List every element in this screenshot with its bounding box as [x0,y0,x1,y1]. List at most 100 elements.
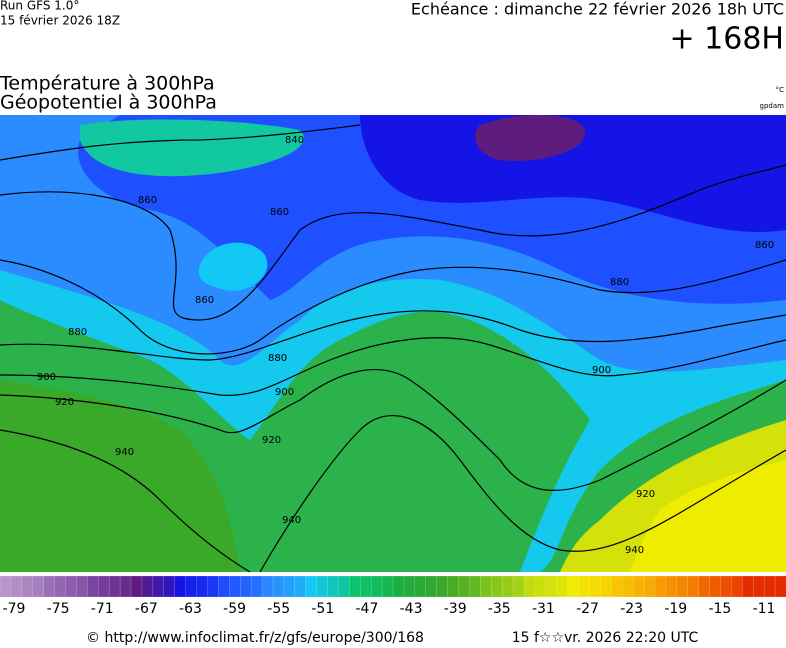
color-swatch [731,575,743,598]
scale-label: -55 [267,601,290,617]
color-swatch [622,575,634,598]
color-swatch [327,575,339,598]
color-swatch [709,575,722,598]
color-swatch [229,575,241,598]
color-swatch [119,575,132,598]
color-swatch [676,575,689,598]
scale-label: -43 [400,601,423,617]
color-swatch [643,575,656,598]
color-swatch [447,575,460,598]
unit: °C [776,86,785,94]
color-swatch [763,575,776,598]
scale-label: -31 [532,601,555,617]
color-swatch [654,575,667,598]
color-swatch [32,575,45,598]
color-swatch [534,575,547,598]
color-swatch [774,575,786,598]
color-swatch [753,575,765,598]
color-swatch [425,575,438,598]
color-swatch [480,575,492,598]
scale-label: -63 [179,601,202,617]
contour-label: 900 [592,365,611,376]
scale-label: -75 [47,601,70,617]
generated: 15 f☆☆vr. 2026 22:20 UTC [512,630,699,646]
contour-label: 880 [268,353,287,364]
color-swatch [10,575,23,598]
color-swatch [403,575,416,598]
color-swatch [381,575,394,598]
color-swatch [469,575,481,598]
color-swatch [349,575,361,598]
color-swatch [130,575,143,598]
contour-label: 920 [55,397,74,408]
scale-label: -27 [576,601,599,617]
color-swatch [196,575,208,598]
color-swatch [545,575,558,598]
contour-labels: 840 860 860 860 860 880 880 880 900 900 … [37,135,774,556]
color-swatch [250,575,263,598]
color-swatch [392,575,405,598]
color-swatch [414,575,427,598]
scale-label: -71 [91,601,114,617]
color-swatch [491,575,503,598]
scale-label: -23 [620,601,643,617]
run: Run GFS 1.0° [0,0,79,13]
scale-label: -39 [444,601,467,617]
scale-label: -79 [3,601,26,617]
color-swatch [141,575,154,598]
color-swatch [556,575,569,598]
color-swatch [436,575,449,598]
color-swatch [0,575,12,598]
contour-label: 880 [610,277,629,288]
unit: gpdam [760,102,785,110]
color-swatch [294,575,307,598]
contour-label: 860 [755,240,774,251]
color-swatch [742,575,754,598]
color-swatch [305,575,318,598]
color-swatch [283,575,296,598]
color-swatch [76,575,88,598]
contour-label: 940 [115,447,134,458]
color-swatch [600,575,612,598]
color-swatch [567,575,580,598]
contour-label: 900 [37,372,56,383]
contour-label: 840 [285,135,304,146]
color-swatch [589,575,601,598]
color-swatch [185,575,198,598]
scale-label: -59 [223,601,246,617]
title: Géopotentiel à 300hPa [0,92,217,114]
color-swatch [316,575,329,598]
color-swatch [512,575,525,598]
scale-label: -19 [664,601,687,617]
color-swatch [174,575,187,598]
color-swatch [163,575,176,598]
color-swatch [272,575,285,598]
contour-label: 860 [195,295,214,306]
color-swatch [458,575,470,598]
contour-label: 920 [636,489,655,500]
color-swatch [338,575,350,598]
color-swatch [239,575,252,598]
color-swatch [523,575,536,598]
color-swatch [65,575,77,598]
color-swatch [578,575,591,598]
color-swatch [720,575,732,598]
contour-label: 860 [138,195,157,206]
scale-label: -35 [488,601,511,617]
color-swatch [207,575,219,598]
color-swatch [218,575,230,598]
color-swatch [611,575,623,598]
forecast: Echéance : dimanche 22 février 2026 18h … [411,0,784,19]
color-swatch [698,575,711,598]
contour-label: 940 [625,545,644,556]
color-swatch [665,575,678,598]
color-swatch [87,575,99,598]
run-date: 15 février 2026 18Z [0,14,120,28]
color-swatch [501,575,514,598]
color-swatch [687,575,700,598]
scale-label: -51 [311,601,334,617]
color-swatch [360,575,372,598]
source: © http://www.infoclimat.fr/z/gfs/europe/… [86,630,424,646]
color-swatch [21,575,34,598]
